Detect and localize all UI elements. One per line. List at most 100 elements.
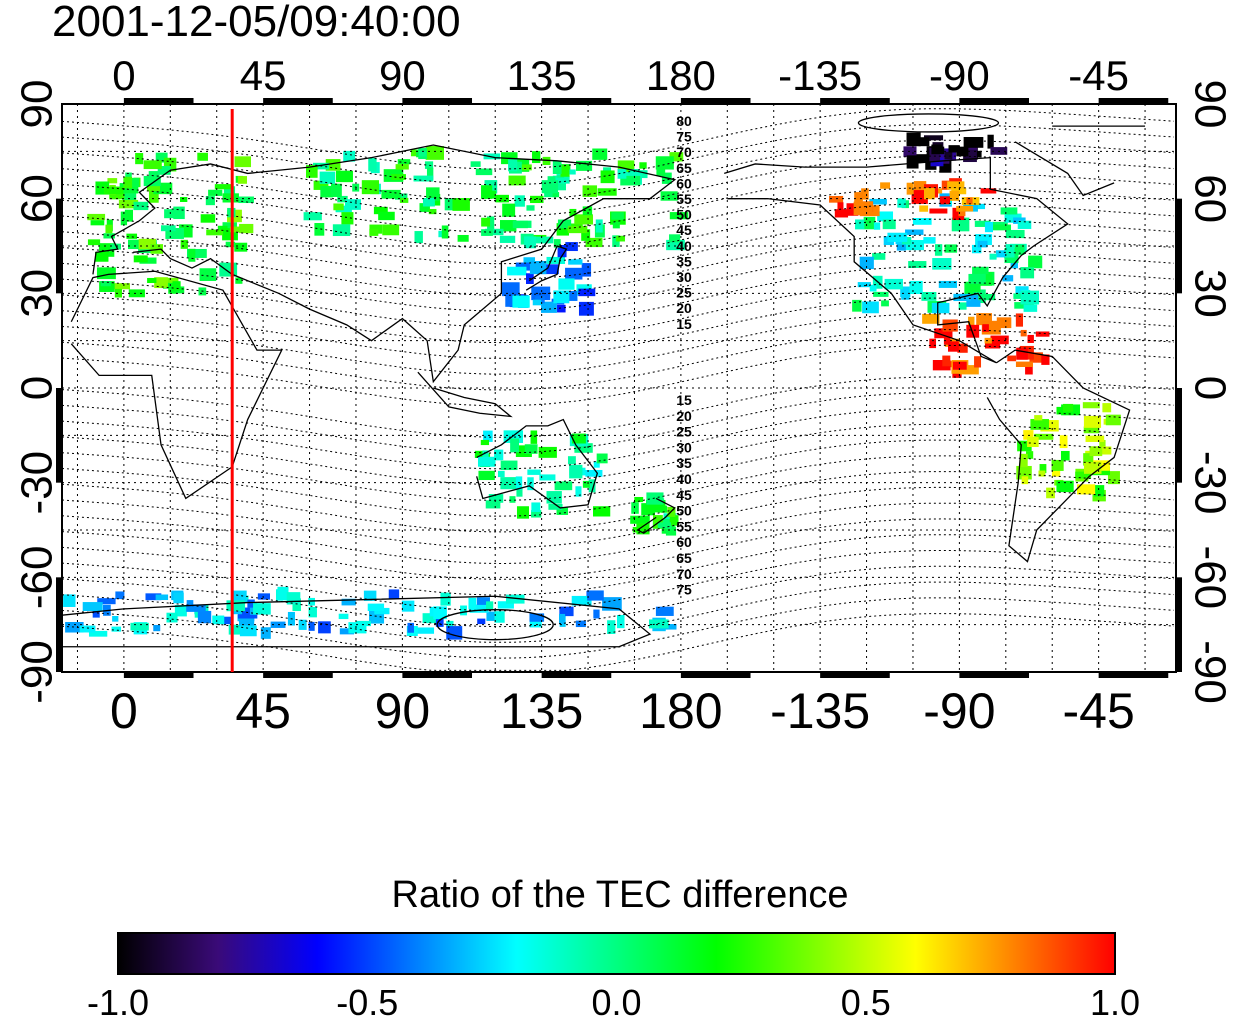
tec-cell — [527, 469, 541, 475]
tec-cell — [407, 622, 414, 633]
tec-cell — [568, 259, 583, 265]
tec-cell — [1051, 459, 1064, 471]
tec-cell — [205, 196, 215, 206]
tec-cell — [1083, 453, 1094, 466]
tec-cell — [1020, 267, 1035, 279]
tec-cell — [529, 619, 542, 628]
tec-cell — [569, 169, 576, 175]
tec-cell — [552, 160, 562, 175]
tec-cell — [657, 522, 672, 528]
tec-cell — [1076, 484, 1096, 495]
tec-cell — [103, 233, 115, 239]
lon-tick-label: 135 — [507, 52, 577, 99]
tec-cell — [593, 609, 600, 619]
tec-cell — [969, 280, 981, 292]
tec-cell — [1005, 229, 1025, 239]
tec-cell — [529, 613, 545, 622]
tec-cell — [565, 242, 578, 252]
tec-cell — [1029, 352, 1043, 363]
tec-cell — [968, 273, 986, 284]
tec-cell — [974, 220, 991, 227]
lat-tick-label-left: 30 — [13, 269, 62, 318]
contour-label: 25 — [676, 285, 692, 301]
tec-cell — [1099, 439, 1106, 449]
tec-cell — [1015, 313, 1024, 327]
colorbar-tick-label: -0.5 — [336, 982, 399, 1023]
tec-cell — [388, 589, 400, 600]
tec-cell — [631, 502, 639, 514]
mag-contour — [62, 250, 1175, 312]
contour-label: 55 — [676, 518, 692, 534]
frame-bar — [56, 198, 62, 294]
lat-tick-label-left: 60 — [13, 174, 62, 223]
tec-cell — [852, 299, 862, 312]
tec-cell — [949, 190, 960, 201]
contour-label: 20 — [676, 300, 692, 316]
tec-cell — [425, 146, 445, 160]
tec-cell — [341, 598, 356, 606]
mag-contour — [62, 234, 1175, 296]
tec-cell — [582, 185, 598, 197]
tec-cell — [422, 613, 439, 624]
tec-cell — [1034, 415, 1043, 421]
tec-cell — [335, 170, 353, 183]
tec-cell — [338, 613, 349, 620]
tec-cell — [87, 239, 101, 246]
tec-cell — [829, 195, 844, 203]
tec-cell — [612, 221, 620, 229]
tec-cell — [554, 481, 573, 491]
tec-cell — [502, 282, 520, 297]
tec-cell — [180, 196, 188, 202]
tec-cell — [553, 290, 570, 304]
tec-cell — [593, 506, 611, 517]
mag-contour — [62, 534, 1175, 596]
tec-cell — [165, 227, 184, 239]
lat-tick-label-left: 90 — [13, 80, 62, 129]
tec-cell — [286, 592, 301, 605]
tec-cell — [957, 343, 968, 353]
tec-cell — [975, 234, 992, 246]
tec-cell — [1039, 464, 1047, 474]
tec-cell — [996, 317, 1012, 329]
tec-cell — [929, 338, 937, 349]
tec-cell — [260, 627, 271, 639]
tec-cell — [559, 606, 574, 617]
tec-cell — [166, 612, 178, 623]
tec-cell — [477, 456, 496, 467]
tec-cell — [984, 221, 993, 233]
tec-cell — [225, 241, 236, 248]
tec-cell — [964, 281, 974, 295]
tec-cell — [1002, 275, 1014, 282]
mag-contour — [62, 439, 1175, 501]
tec-cell — [475, 168, 493, 176]
tec-cell — [616, 614, 625, 629]
tec-cell — [433, 606, 447, 620]
lat-lon-grid — [62, 104, 1176, 672]
tec-cell — [515, 445, 532, 458]
tec-cell — [971, 244, 982, 254]
tec-cell — [616, 235, 625, 242]
tec-cell — [597, 188, 617, 196]
tec-cell — [540, 264, 559, 275]
contour-label: 30 — [676, 269, 692, 285]
tec-cell — [92, 609, 100, 618]
tec-cell — [559, 613, 566, 624]
tec-cell — [341, 212, 354, 225]
tec-cell — [481, 229, 493, 236]
lat-tick-label-left: 0 — [13, 376, 62, 400]
tec-cell — [368, 158, 377, 172]
tec-cell — [611, 212, 624, 220]
lat-tick-label-left: -30 — [13, 451, 62, 515]
tec-cell — [1101, 446, 1112, 455]
tec-cell — [419, 203, 430, 212]
tec-cell — [235, 277, 243, 284]
tec-cell — [206, 229, 223, 236]
tec-cell — [127, 239, 145, 250]
tec-cell — [397, 159, 411, 165]
tec-cell — [532, 299, 542, 306]
mag-contour — [62, 455, 1175, 517]
tec-cell — [122, 193, 137, 203]
tec-cell — [612, 235, 620, 247]
tec-cell — [652, 515, 663, 529]
